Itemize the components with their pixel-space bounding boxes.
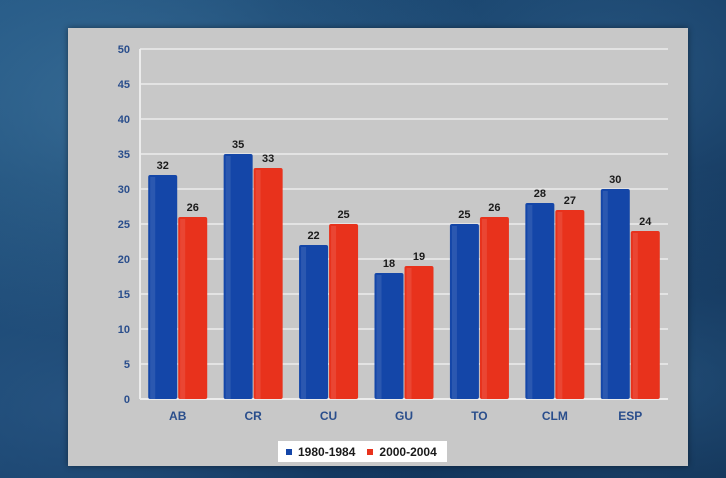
y-tick-label: 50	[118, 44, 130, 56]
legend: 1980-1984 2000-2004	[278, 441, 447, 462]
bar-highlight	[376, 275, 382, 399]
data-label-series-1-clm: 28	[534, 188, 546, 200]
bar-highlight	[557, 212, 563, 399]
y-tick-label: 0	[124, 394, 130, 406]
data-label-series-1-gu: 18	[383, 258, 395, 270]
bar-highlight	[451, 226, 457, 399]
data-label-series-2-clm: 27	[564, 195, 576, 207]
legend-swatch-series-1	[286, 448, 292, 455]
y-tick-label: 5	[124, 359, 130, 371]
bar-highlight	[255, 170, 261, 399]
legend-label-series-1: 1980-1984	[298, 444, 356, 459]
bar-highlight	[481, 219, 487, 399]
data-label-series-1-cr: 35	[232, 139, 244, 151]
x-tick-label-to: TO	[471, 409, 487, 423]
bar-highlight	[150, 177, 156, 399]
bar-series-1-esp	[600, 189, 630, 399]
x-tick-label-gu: GU	[395, 409, 413, 423]
gridlines	[140, 48, 668, 365]
bar-series-2-to	[479, 217, 509, 399]
legend-swatch-series-2	[367, 448, 374, 455]
y-tick-label: 25	[118, 219, 130, 231]
bar-highlight	[301, 247, 307, 399]
x-tick-label-cr: CR	[244, 409, 262, 423]
bar-series-1-ab	[148, 175, 178, 399]
y-tick-label: 35	[118, 149, 130, 161]
data-label-series-2-esp: 24	[639, 216, 652, 228]
legend-item-series-2: 2000-2004	[367, 444, 437, 459]
bar-highlight	[180, 219, 186, 399]
bar-series-2-cu	[329, 224, 359, 399]
bar-series-1-cu	[299, 245, 329, 399]
y-tick-label: 20	[118, 254, 130, 266]
bar-highlight	[602, 191, 608, 399]
bar-series-2-ab	[178, 217, 208, 399]
bar-highlight	[527, 205, 533, 399]
data-label-series-1-esp: 30	[609, 174, 621, 186]
bar-highlight	[632, 233, 638, 399]
legend-item-series-1: 1980-1984	[286, 445, 355, 459]
x-tick-label-cu: CU	[320, 409, 337, 423]
y-axis-tick-labels: 0 5 10 15 20 25 30 35 40 45 50	[118, 44, 130, 406]
y-tick-label: 45	[118, 79, 130, 91]
bar-highlight	[225, 156, 231, 399]
x-tick-label-clm: CLM	[542, 409, 568, 423]
bar-series-2-esp	[630, 231, 660, 399]
y-tick-label: 15	[118, 289, 130, 301]
bar-series-2-cr	[253, 168, 283, 399]
bar-series-1-gu	[374, 273, 404, 399]
bar-series-2-gu	[404, 266, 434, 399]
data-label-series-1-to: 25	[458, 209, 470, 221]
x-tick-label-esp: ESP	[618, 409, 642, 423]
bar-highlight	[331, 226, 337, 399]
bar-highlight	[406, 268, 412, 399]
data-label-series-2-cu: 25	[337, 209, 349, 221]
y-tick-label: 30	[118, 184, 130, 196]
bar-series-2-clm	[555, 210, 585, 399]
data-label-series-2-to: 26	[488, 202, 500, 214]
data-label-series-1-ab: 32	[157, 160, 169, 172]
x-tick-label-ab: AB	[169, 409, 187, 423]
legend-label-series-2: 2000-2004	[379, 444, 437, 459]
bars	[148, 154, 660, 399]
y-tick-label: 40	[118, 114, 130, 126]
data-labels: 32 26 35 33 22 25 18 19 25 26 28 27 30 24	[157, 139, 653, 270]
bar-series-1-to	[449, 224, 479, 399]
data-label-series-2-ab: 26	[187, 202, 199, 214]
data-label-series-1-cu: 22	[307, 230, 319, 242]
bar-series-1-clm	[525, 203, 555, 399]
data-label-series-2-gu: 19	[413, 251, 425, 263]
x-axis-category-labels: AB CR CU GU TO CLM ESP	[169, 409, 642, 423]
data-label-series-2-cr: 33	[262, 153, 274, 165]
bar-series-1-cr	[223, 154, 253, 399]
y-tick-label: 10	[118, 324, 130, 336]
